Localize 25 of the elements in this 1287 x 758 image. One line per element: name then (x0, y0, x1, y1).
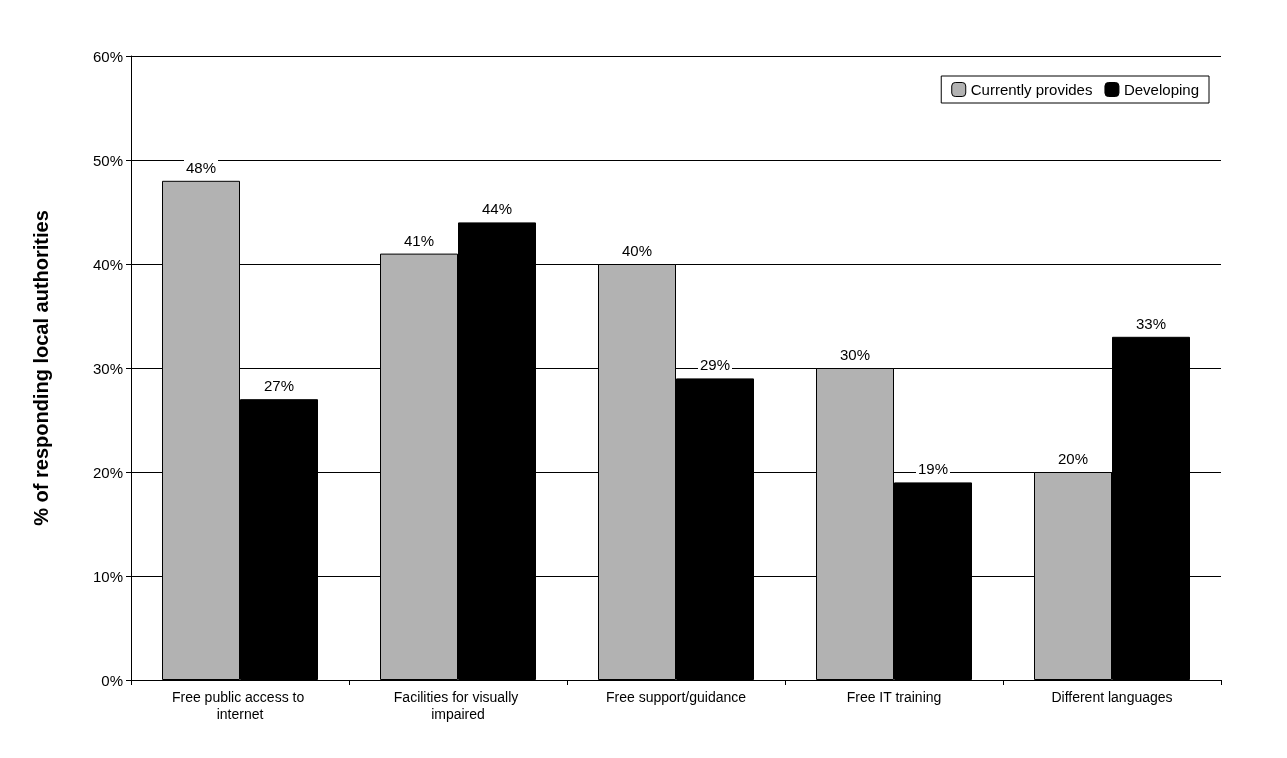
data-label: 44% (481, 200, 513, 218)
y-tick-label: 10% (92, 567, 123, 585)
x-tick-label: Free IT training (846, 688, 942, 705)
x-tick-label: Free support/guidance (605, 688, 747, 705)
data-label: 48% (185, 158, 217, 176)
y-tick-label: 40% (92, 255, 123, 273)
y-tick-label: 60% (92, 47, 123, 65)
data-label: 19% (917, 460, 949, 478)
y-tick-label: 0% (101, 671, 123, 689)
y-axis-title: % of responding local authorities (30, 210, 52, 526)
data-label: 40% (621, 242, 653, 259)
y-tick-label: 20% (92, 463, 123, 481)
data-label: 33% (1135, 314, 1167, 332)
data-label: 20% (1057, 450, 1089, 467)
x-tick-label: Different languages (1051, 688, 1173, 705)
x-tick-label: Facilities for visually impaired (393, 688, 523, 722)
data-label: 27% (263, 377, 295, 395)
legend-label: Developing (1123, 81, 1200, 98)
data-label: 41% (403, 231, 435, 249)
data-label: 30% (839, 346, 871, 363)
y-tick-label: 50% (92, 151, 123, 169)
y-tick-label: 30% (92, 359, 123, 377)
legend-label: Currently provides (970, 81, 1093, 98)
data-label: 29% (699, 356, 731, 374)
x-tick-label: Free public access to internet (171, 688, 309, 722)
